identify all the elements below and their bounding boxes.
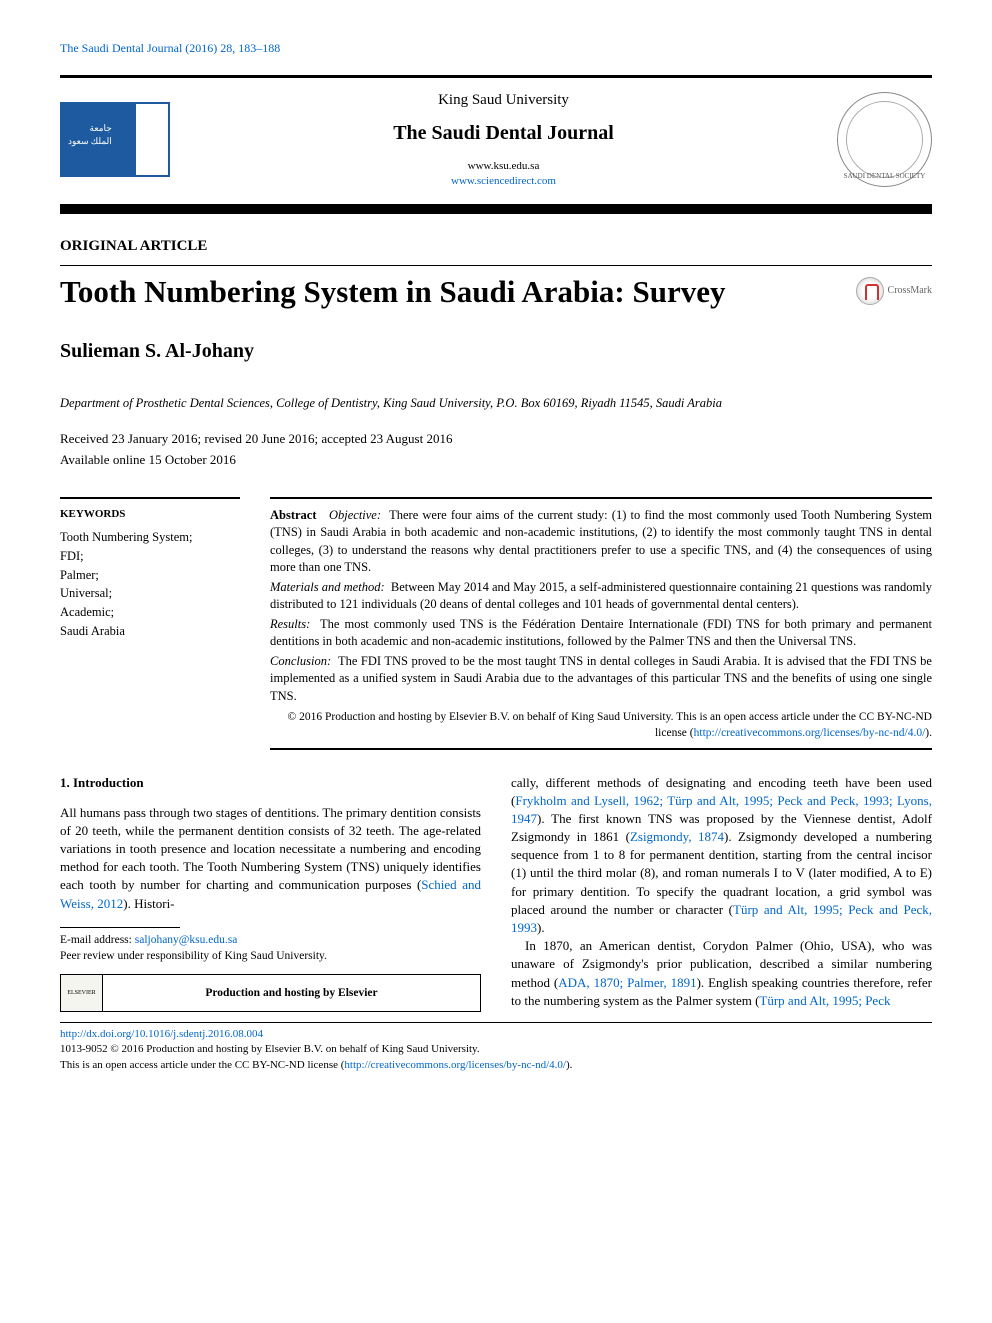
body-columns: 1. Introduction All humans pass through … bbox=[60, 774, 932, 1013]
university-logo-text: جامعة الملك سعود bbox=[68, 122, 112, 147]
society-logo-text: SAUDI DENTAL SOCIETY bbox=[838, 172, 931, 182]
bottom-cc-close: ). bbox=[566, 1059, 572, 1071]
bottom-rule bbox=[60, 1022, 932, 1023]
title-row: Tooth Numbering System in Saudi Arabia: … bbox=[60, 265, 932, 313]
header-rule-bottom bbox=[60, 204, 932, 214]
keywords-heading: KEYWORDS bbox=[60, 497, 240, 522]
elsevier-box: ELSEVIER Production and hosting by Elsev… bbox=[60, 974, 481, 1012]
journal-url-2[interactable]: www.sciencedirect.com bbox=[393, 174, 614, 189]
elsevier-logo-icon: ELSEVIER bbox=[61, 975, 103, 1011]
journal-url-1: www.ksu.edu.sa bbox=[393, 159, 614, 174]
author-affiliation: Department of Prosthetic Dental Sciences… bbox=[60, 395, 932, 413]
ref-ada-palmer[interactable]: ADA, 1870; Palmer, 1891 bbox=[558, 975, 696, 990]
article-dates-1: Received 23 January 2016; revised 20 Jun… bbox=[60, 430, 932, 448]
keywords-column: KEYWORDS Tooth Numbering System; FDI; Pa… bbox=[60, 497, 240, 750]
footnote-rule bbox=[60, 927, 180, 928]
email-footnote: E-mail address: saljohany@ksu.edu.sa bbox=[60, 932, 481, 948]
header-rule-top bbox=[60, 75, 932, 78]
article-type: ORIGINAL ARTICLE bbox=[60, 236, 932, 257]
journal-citation: The Saudi Dental Journal (2016) 28, 183–… bbox=[60, 40, 932, 57]
author-email[interactable]: saljohany@ksu.edu.sa bbox=[135, 934, 238, 946]
intro-p2d: ). bbox=[537, 920, 545, 935]
bottom-cc-link[interactable]: http://creativecommons.org/licenses/by-n… bbox=[344, 1059, 566, 1071]
materials-label: Materials and method: bbox=[270, 580, 385, 594]
results-label: Results: bbox=[270, 617, 310, 631]
abstract-column: Abstract Objective: There were four aims… bbox=[270, 497, 932, 750]
abstract-block: KEYWORDS Tooth Numbering System; FDI; Pa… bbox=[60, 497, 932, 750]
bottom-cc-text: This is an open access article under the… bbox=[60, 1059, 344, 1071]
journal-name: The Saudi Dental Journal bbox=[393, 119, 614, 147]
article-dates-2: Available online 15 October 2016 bbox=[60, 451, 932, 469]
university-logo-left: جامعة الملك سعود bbox=[60, 102, 170, 177]
conclusion-text: The FDI TNS proved to be the most taught… bbox=[270, 654, 932, 703]
ref-turp-peck-2[interactable]: Türp and Alt, 1995; Peck bbox=[759, 993, 890, 1008]
intro-p1a: All humans pass through two stages of de… bbox=[60, 805, 481, 893]
cc-close: ). bbox=[925, 727, 932, 739]
bottom-copyright: 1013-9052 © 2016 Production and hosting … bbox=[60, 1042, 932, 1057]
ref-zsigmondy[interactable]: Zsigmondy, 1874 bbox=[630, 829, 724, 844]
university-name: King Saud University bbox=[393, 90, 614, 111]
intro-p1b: ). Histori- bbox=[123, 896, 174, 911]
intro-heading: 1. Introduction bbox=[60, 774, 481, 792]
abstract-copyright: © 2016 Production and hosting by Elsevie… bbox=[270, 709, 932, 741]
conclusion-label: Conclusion: bbox=[270, 654, 331, 668]
right-column: cally, different methods of designating … bbox=[511, 774, 932, 1013]
results-text: The most commonly used TNS is the Fédéra… bbox=[270, 617, 932, 649]
header-center: King Saud University The Saudi Dental Jo… bbox=[393, 90, 614, 190]
peer-review-note: Peer review under responsibility of King… bbox=[60, 948, 481, 964]
crossmark-icon bbox=[856, 277, 884, 305]
abstract-label: Abstract bbox=[270, 508, 317, 522]
left-column: 1. Introduction All humans pass through … bbox=[60, 774, 481, 1013]
society-logo-right: SAUDI DENTAL SOCIETY bbox=[837, 92, 932, 187]
elsevier-hosting-text: Production and hosting by Elsevier bbox=[103, 985, 480, 1001]
crossmark-badge[interactable]: CrossMark bbox=[856, 277, 932, 305]
journal-header: جامعة الملك سعود King Saud University Th… bbox=[60, 80, 932, 200]
crossmark-label: CrossMark bbox=[888, 284, 932, 298]
doi-link[interactable]: http://dx.doi.org/10.1016/j.sdentj.2016.… bbox=[60, 1027, 932, 1042]
email-label: E-mail address: bbox=[60, 934, 135, 946]
objective-label: Objective: bbox=[329, 508, 381, 522]
article-title: Tooth Numbering System in Saudi Arabia: … bbox=[60, 270, 856, 313]
keywords-list: Tooth Numbering System; FDI; Palmer; Uni… bbox=[60, 528, 240, 641]
cc-license-link[interactable]: http://creativecommons.org/licenses/by-n… bbox=[694, 727, 926, 739]
bottom-notes: http://dx.doi.org/10.1016/j.sdentj.2016.… bbox=[60, 1027, 932, 1073]
author-name: Sulieman S. Al-Johany bbox=[60, 337, 932, 365]
